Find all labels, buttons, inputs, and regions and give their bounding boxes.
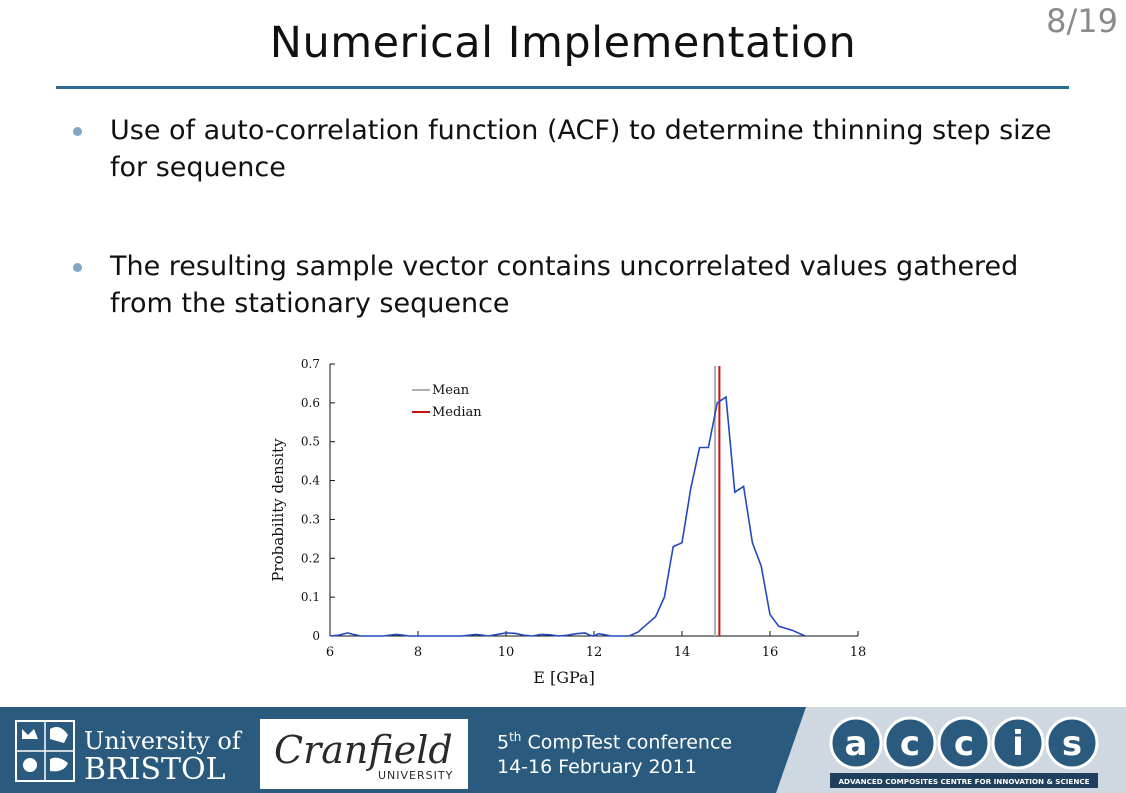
bristol-logo-line2: BRISTOL [84,752,226,787]
accis-circle [991,716,1045,770]
accis-letter: c [900,724,920,764]
x-tick-label: 16 [762,645,779,660]
x-tick-label: 14 [674,645,691,660]
bullet-text: Use of auto-correlation function (ACF) t… [110,115,1052,183]
accis-circle [829,716,883,770]
title-divider [56,86,1069,89]
y-tick-label: 0.2 [301,551,320,565]
bullet-dot-icon [73,127,82,136]
legend-label-median: Median [432,405,482,420]
x-tick-label: 10 [498,645,515,660]
bullet-item: The resulting sample vector contains unc… [70,248,1080,322]
y-tick-label: 0.3 [301,512,320,526]
cranfield-university-logo: Cranfield UNIVERSITY [260,719,468,789]
accis-letter: c [954,724,974,764]
x-tick-label: 18 [850,645,867,660]
accis-letter: a [845,724,868,764]
slide-title: Numerical Implementation [269,18,857,68]
bullet-item: Use of auto-correlation function (ACF) t… [70,112,1080,186]
density-series-line [329,395,806,637]
cranfield-logo-word: Cranfield [274,728,453,772]
y-tick-label: 0.7 [301,357,320,371]
conference-info: 5th CompTest conference 14-16 February 2… [497,725,732,780]
cranfield-logo-sub: UNIVERSITY [378,769,453,782]
footer-bar: University of BRISTOL Cranfield UNIVERSI… [0,707,1126,793]
y-tick-label: 0 [312,629,320,643]
x-axis-label: E [GPa] [533,668,595,687]
density-chart: 0 0.1 0.2 0.3 0.4 0.5 0.6 0.7 6 8 10 12 14 16 18 E [GPa… [262,350,882,700]
page-number: 8/19 [1046,2,1118,40]
university-of-bristol-logo: University of BRISTOL [15,720,243,787]
y-tick-label: 0.1 [301,590,320,604]
bullet-dot-icon [73,263,82,272]
accis-letter: i [1012,724,1024,764]
bristol-logo-line1: University of [84,727,243,755]
legend-label-mean: Mean [432,383,470,398]
accis-circle [883,716,937,770]
conference-name: 5th CompTest conference [497,730,733,754]
accis-circle [1045,716,1099,770]
accis-circle [937,716,991,770]
x-tick-label: 12 [586,645,603,660]
density-chart-svg: 0 0.1 0.2 0.3 0.4 0.5 0.6 0.7 6 8 10 12 14 16 18 E [GPa… [269,357,867,687]
x-tick-label: 8 [414,645,422,660]
accis-letter: s [1062,724,1082,764]
bullet-text: The resulting sample vector contains unc… [110,251,1019,319]
y-tick-label: 0.5 [301,435,320,449]
accis-tagline: ADVANCED COMPOSITES CENTRE FOR INNOVATIO… [838,777,1089,786]
y-axis-label: Probability density [269,438,287,582]
conference-dates: 14-16 February 2011 [497,756,697,779]
bullet-list: Use of auto-correlation function (ACF) t… [70,112,1080,322]
x-tick-label: 6 [326,645,334,660]
y-tick-label: 0.6 [301,396,320,410]
y-tick-label: 0.4 [301,474,320,488]
